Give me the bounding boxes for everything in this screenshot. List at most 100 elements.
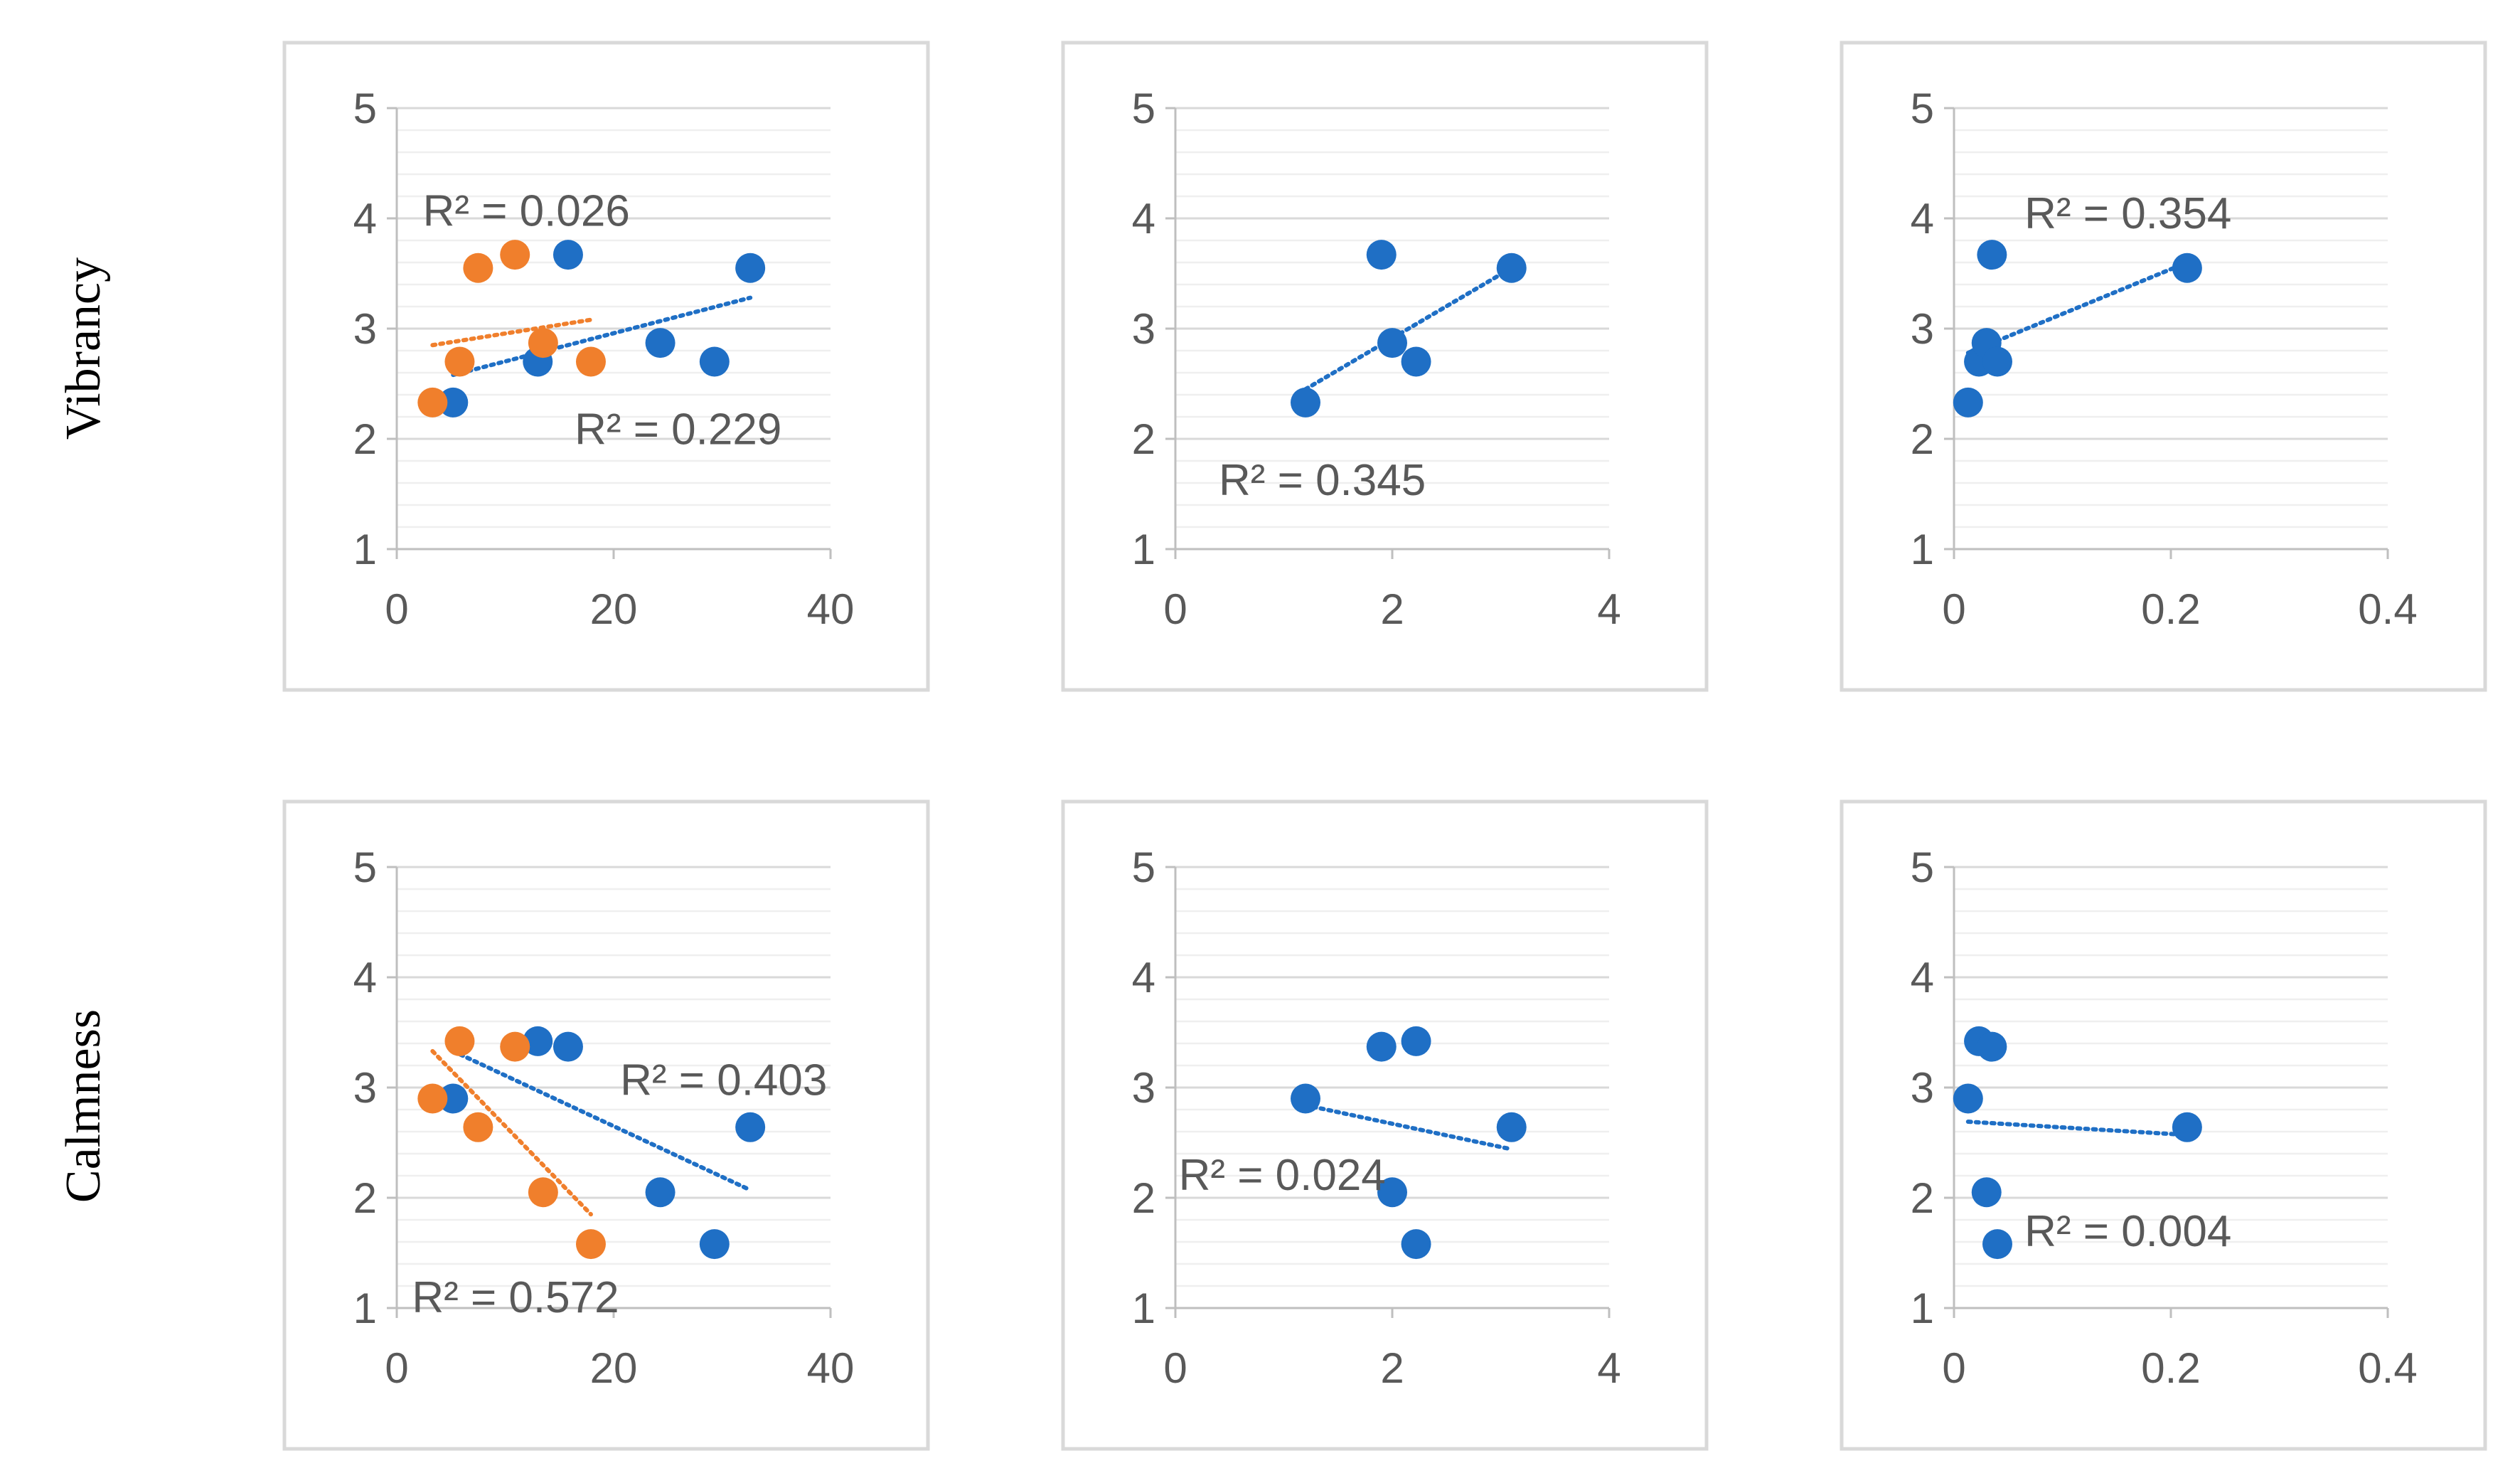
data-point-blue	[699, 346, 730, 377]
data-point-blue	[2172, 253, 2202, 283]
data-point-blue	[1401, 1229, 1431, 1260]
trendline-blue	[1965, 260, 2189, 356]
data-point-blue	[1953, 387, 1983, 418]
x-tick-label: 0	[1942, 1344, 1965, 1392]
y-tick-label: 2	[1911, 1174, 1934, 1222]
trendline-blue	[1303, 265, 1514, 392]
data-point-blue	[1982, 346, 2012, 377]
x-tick-label: 0.4	[2358, 1344, 2417, 1392]
trendline-orange	[430, 1048, 593, 1217]
data-point-blue	[1971, 1177, 2002, 1208]
chart-panel-calm-3: 1 2 3 4 5 0 0.2 0.4 R² = 0.004	[1840, 799, 2487, 1451]
y-tick-label: 5	[1132, 844, 1155, 891]
r-squared-label: R² = 0.229	[575, 405, 781, 455]
x-tick-label: 40	[807, 1344, 855, 1392]
data-point-blue	[438, 1083, 469, 1114]
data-point-orange	[528, 1177, 558, 1208]
data-point-blue	[1401, 1026, 1431, 1056]
chart-frame	[1840, 41, 2487, 692]
trendline-blue	[451, 295, 753, 378]
y-tick-label: 4	[1911, 195, 1934, 243]
data-point-blue	[1366, 240, 1397, 270]
data-point-orange	[463, 253, 493, 283]
data-point-blue	[1366, 1031, 1397, 1062]
r-squared-label: R² = 0.354	[2024, 189, 2231, 238]
trendline-blue	[451, 1048, 753, 1193]
data-point-blue	[523, 1026, 553, 1056]
y-tick-label: 3	[1132, 1064, 1155, 1112]
chart-frame	[1061, 799, 1709, 1451]
x-tick-label: 0	[385, 1344, 408, 1392]
data-point-blue	[1291, 1083, 1320, 1114]
data-point-blue	[438, 387, 469, 418]
chart-frame	[282, 41, 930, 692]
y-tick-label: 1	[1911, 526, 1934, 573]
x-tick-label: 20	[590, 585, 638, 633]
trendline-blue	[1303, 1102, 1514, 1152]
row-label-calmness: Calmness	[56, 1009, 111, 1203]
data-point-orange	[575, 1229, 606, 1260]
data-point-blue	[1496, 253, 1527, 283]
data-point-blue	[1496, 1112, 1527, 1142]
data-point-orange	[575, 346, 606, 377]
data-point-orange	[500, 1031, 530, 1062]
data-point-blue	[699, 1229, 730, 1260]
y-tick-label: 2	[1132, 1174, 1155, 1222]
x-tick-label: 20	[590, 1344, 638, 1392]
y-tick-label: 3	[1911, 1064, 1934, 1112]
y-tick-label: 1	[353, 526, 377, 573]
data-point-blue	[735, 253, 766, 283]
data-point-blue	[1377, 328, 1407, 358]
trendline-orange	[430, 317, 593, 348]
data-point-blue	[2172, 1112, 2202, 1142]
trendline-blue	[1965, 1120, 2189, 1137]
data-point-blue	[1977, 1031, 2007, 1062]
r-squared-label: R² = 0.004	[2024, 1207, 2231, 1256]
y-tick-label: 1	[353, 1285, 377, 1332]
data-point-blue	[1291, 387, 1320, 418]
x-tick-label: 0	[385, 585, 408, 633]
y-tick-label: 3	[353, 305, 377, 353]
r-squared-label: R² = 0.026	[423, 187, 630, 236]
x-tick-label: 0	[1942, 585, 1965, 633]
chart-frame	[1061, 41, 1709, 692]
chart-panel-vib-1: 1 2 3 4 5 0 20 40 R² = 0.026 R² = 0.229	[282, 41, 930, 692]
y-tick-label: 2	[1911, 415, 1934, 463]
y-tick-label: 4	[1132, 954, 1155, 1001]
chart-frame	[1840, 799, 2487, 1451]
y-tick-label: 2	[353, 415, 377, 463]
y-tick-label: 5	[353, 85, 377, 132]
x-tick-label: 0.2	[2141, 585, 2200, 633]
data-point-orange	[463, 1112, 493, 1142]
data-point-blue	[1953, 1083, 1983, 1114]
y-tick-label: 5	[1911, 844, 1934, 891]
r-squared-label: R² = 0.345	[1219, 456, 1426, 505]
data-point-blue	[645, 328, 676, 358]
data-point-blue	[735, 1112, 766, 1142]
y-tick-label: 4	[1911, 954, 1934, 1001]
r-squared-label: R² = 0.572	[412, 1273, 619, 1322]
data-point-orange	[444, 1026, 475, 1056]
x-tick-label: 0.2	[2141, 1344, 2200, 1392]
data-point-blue	[1982, 1229, 2012, 1260]
x-tick-label: 0	[1163, 1344, 1187, 1392]
y-tick-label: 1	[1132, 1285, 1155, 1332]
y-tick-label: 2	[353, 1174, 377, 1222]
data-point-orange	[528, 328, 558, 358]
data-point-blue	[552, 240, 583, 270]
x-tick-label: 2	[1380, 1344, 1404, 1392]
row-label-vibrancy: Vibrancy	[56, 257, 111, 440]
data-point-blue	[552, 1031, 583, 1062]
data-point-orange	[417, 1083, 448, 1114]
r-squared-label: R² = 0.403	[620, 1056, 827, 1105]
y-tick-label: 2	[1132, 415, 1155, 463]
y-tick-label: 4	[353, 954, 377, 1001]
y-tick-label: 3	[1132, 305, 1155, 353]
chart-panel-calm-2: 1 2 3 4 5 0 2 4 R² = 0.024	[1061, 799, 1709, 1451]
chart-panel-calm-1: 1 2 3 4 5 0 20 40 R² = 0.403 R² = 0.572	[282, 799, 930, 1451]
chart-frame	[282, 799, 930, 1451]
y-tick-label: 5	[353, 844, 377, 891]
chart-panel-vib-3: 1 2 3 4 5 0 0.2 0.4 R² = 0.354	[1840, 41, 2487, 692]
data-point-orange	[417, 387, 448, 418]
